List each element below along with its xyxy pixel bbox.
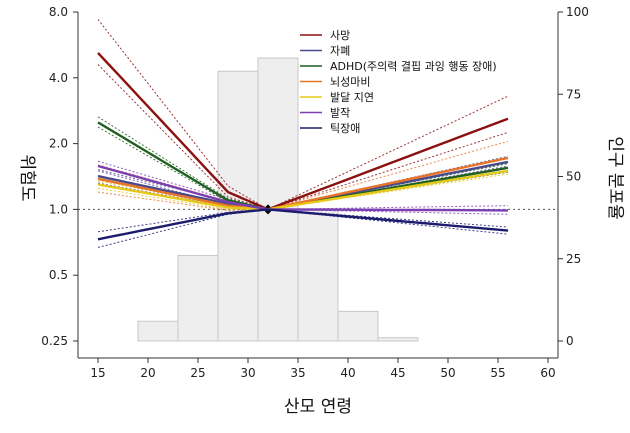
right-y-axis-title: 인구 분포율 — [605, 136, 625, 220]
legend-label: ADHD(주의력 결핍 과잉 행동 장애) — [330, 60, 497, 73]
right-y-tick-label: 25 — [566, 252, 581, 266]
histogram-bar — [177, 254, 219, 342]
series-line — [97, 52, 509, 211]
histogram-bar — [297, 208, 339, 342]
series-line — [97, 208, 509, 241]
right-y-tick-label: 0 — [566, 334, 574, 348]
x-tick-label: 45 — [390, 366, 405, 380]
series-ci-upper — [97, 208, 509, 233]
left-y-tick-label: 1.0 — [49, 202, 68, 216]
x-tick-label: 40 — [340, 366, 355, 380]
x-tick-label: 55 — [490, 366, 505, 380]
x-tick-label: 60 — [540, 366, 555, 380]
legend-label: 사망 — [330, 29, 350, 42]
left-y-tick-label: 2.0 — [49, 137, 68, 151]
left-y-tick-label: 0.25 — [41, 334, 68, 348]
x-tick-label: 15 — [90, 366, 105, 380]
right-y-tick-label: 50 — [566, 170, 581, 184]
right-y-tick-label: 100 — [566, 5, 589, 19]
left-y-tick-label: 0.5 — [49, 268, 68, 282]
histogram-bar — [337, 310, 379, 342]
series-ci-lower — [97, 64, 509, 210]
series-line — [97, 164, 509, 212]
x-tick-label: 20 — [140, 366, 155, 380]
left-y-tick-label: 4.0 — [49, 71, 68, 85]
series-line — [97, 169, 509, 211]
right-y-tick-label: 75 — [566, 87, 581, 101]
series-ci-upper — [97, 19, 509, 210]
series-ci-lower — [97, 173, 509, 210]
left-y-tick-label: 8.0 — [49, 5, 68, 19]
x-tick-label: 25 — [190, 366, 205, 380]
left-y-axis-title: 위험도 — [17, 155, 37, 202]
series-ci-upper — [97, 140, 509, 210]
histogram-bar — [137, 320, 179, 342]
legend-label: 틱장애 — [330, 122, 360, 135]
x-tick-label: 50 — [440, 366, 455, 380]
legend-label: 발작 — [330, 107, 350, 120]
x-tick-label: 35 — [290, 366, 305, 380]
series-lines — [97, 52, 509, 241]
axes: 15 20 25 30 35 40 45 50 55 60 0.25 0.5 1.0 2.0 4.0 8.0 0… — [41, 5, 589, 380]
x-tick-label: 30 — [240, 366, 255, 380]
x-axis-title: 산모 연령 — [284, 397, 352, 417]
histogram — [137, 57, 419, 342]
legend-label: 발달 지연 — [330, 91, 374, 104]
histogram-bar — [377, 337, 419, 342]
legend-label: 자폐 — [330, 45, 350, 58]
legend-label: 뇌성마비 — [330, 76, 370, 89]
